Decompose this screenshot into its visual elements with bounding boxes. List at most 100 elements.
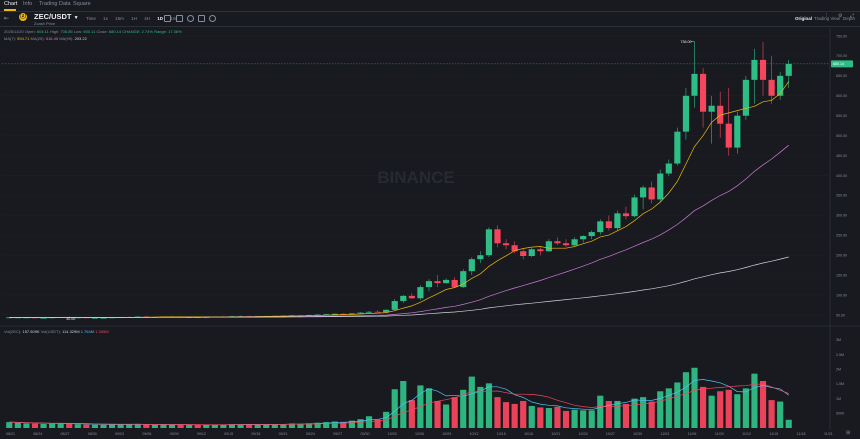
interval-time[interactable]: Time [86,16,96,21]
collapse-icon[interactable]: ⇤ [4,16,10,22]
candle-body [357,312,364,314]
interval-selector: Time 1s 15m 1H 4H 1D 1W [86,16,183,21]
volume-bar [734,394,741,428]
candle-body [40,317,47,319]
settings-icon[interactable] [187,15,194,22]
volume-bar [717,391,724,428]
volume-bar [408,400,415,428]
candle-body [91,317,99,319]
volume-bar [597,395,604,428]
interval-15m[interactable]: 15m [115,16,124,21]
price-axis-label: 300.00 [836,214,847,218]
current-price-tag [831,60,853,68]
x-axis-label: 10/30 [633,432,642,436]
open-label: Open: [24,29,36,34]
volume-bar [177,424,184,428]
candle-body [725,123,732,148]
volume-bar [126,424,133,428]
price-axis-label: 150.00 [836,273,847,277]
close-label: Close: [96,29,108,34]
candle-body [759,59,767,80]
volume-bar [657,391,664,428]
volume-bar [246,424,253,428]
indicator-icon[interactable] [164,15,171,22]
interval-1d[interactable]: 1D [157,16,163,21]
x-axis-label: 11/12 [742,432,751,436]
volume-bar [160,424,167,428]
view-depth[interactable]: Depth [843,16,856,21]
draw-tools-icon[interactable] [198,15,205,22]
high-marker-label: 736.00 [681,40,692,44]
candle-body [460,271,467,288]
volume-bar [571,409,578,428]
x-axis-label: 11/18 [797,432,806,436]
volume-bar [699,386,707,428]
candle-body [314,314,321,316]
tab-info[interactable]: Info [23,1,33,7]
chart-toolbar [0,11,860,27]
volume-bar [451,397,458,428]
volume-bar [485,383,493,428]
volume-bar [768,400,775,428]
volume-bar [400,381,407,428]
candle-body [614,213,621,229]
settings-gear-icon[interactable]: ⚙ [838,13,843,19]
tab-square[interactable]: Square [73,1,91,7]
interval-1h[interactable]: 1H [131,16,137,21]
x-axis-label: 08/24 [33,432,42,436]
volume-bar [494,397,501,428]
volume-bar [297,423,304,428]
tab-chart[interactable]: Chart [4,1,18,7]
candle-body [100,317,107,319]
candle-body [665,163,672,174]
view-original[interactable]: Original [795,16,813,21]
symbol-selector[interactable]: ZEC/USDT ▼ [34,12,79,21]
auto-scale-icon[interactable]: ⊞ [846,430,851,436]
vol-usdt-label: Vol(USDT): [40,329,61,334]
chart-type-icon[interactable]: ⫶ [826,13,828,19]
view-trading-view[interactable]: Trading View [814,16,841,21]
interval-4h[interactable]: 4H [144,16,150,21]
expand-icon[interactable]: ⤢ [850,13,855,19]
volume-bar [665,388,672,428]
candle-body [340,313,347,315]
ma7-line [9,81,789,318]
volume-bar [254,424,261,428]
range-value: Range: 17.36% [154,29,182,34]
candle-body [751,59,758,80]
candle-body [682,95,690,132]
x-axis-label: 09/15 [224,432,233,436]
ma99-line [9,256,789,318]
volume-bar [134,423,141,428]
x-axis-label: 10/21 [551,432,560,436]
candle-body [425,281,433,288]
candle-body [734,115,741,148]
volume-bar [168,424,176,428]
volume-bar [143,424,150,428]
ma25-label: MA(25): [30,36,45,41]
interval-1s[interactable]: 1s [103,16,108,21]
volume-bar [348,420,355,428]
interval-1w[interactable]: 1W [170,16,178,21]
current-price-label: 680.14 [833,62,844,66]
binance-watermark: BINANCE [377,168,454,187]
x-axis-label: 10/12 [470,432,479,436]
layout-icon[interactable] [176,15,183,22]
candle-body [597,221,604,233]
fullscreen-icon[interactable] [209,15,216,22]
volume-bar [502,402,510,428]
volume-bar [580,410,587,428]
tab-trading-data[interactable]: Trading Data [39,1,71,7]
candle-body [785,63,792,76]
volume-bar [631,398,638,428]
low-label: Low: [73,29,83,34]
volume-bar [314,422,321,428]
volume-bar [520,400,527,428]
candle-body [451,279,458,288]
vol-value: 157.509K [22,329,40,334]
vol-ma1-value: 1.764M [80,329,95,334]
price-axis-label: 650.00 [836,74,847,78]
ma99-label: MA(99): [59,36,74,41]
candle-body [554,241,561,244]
